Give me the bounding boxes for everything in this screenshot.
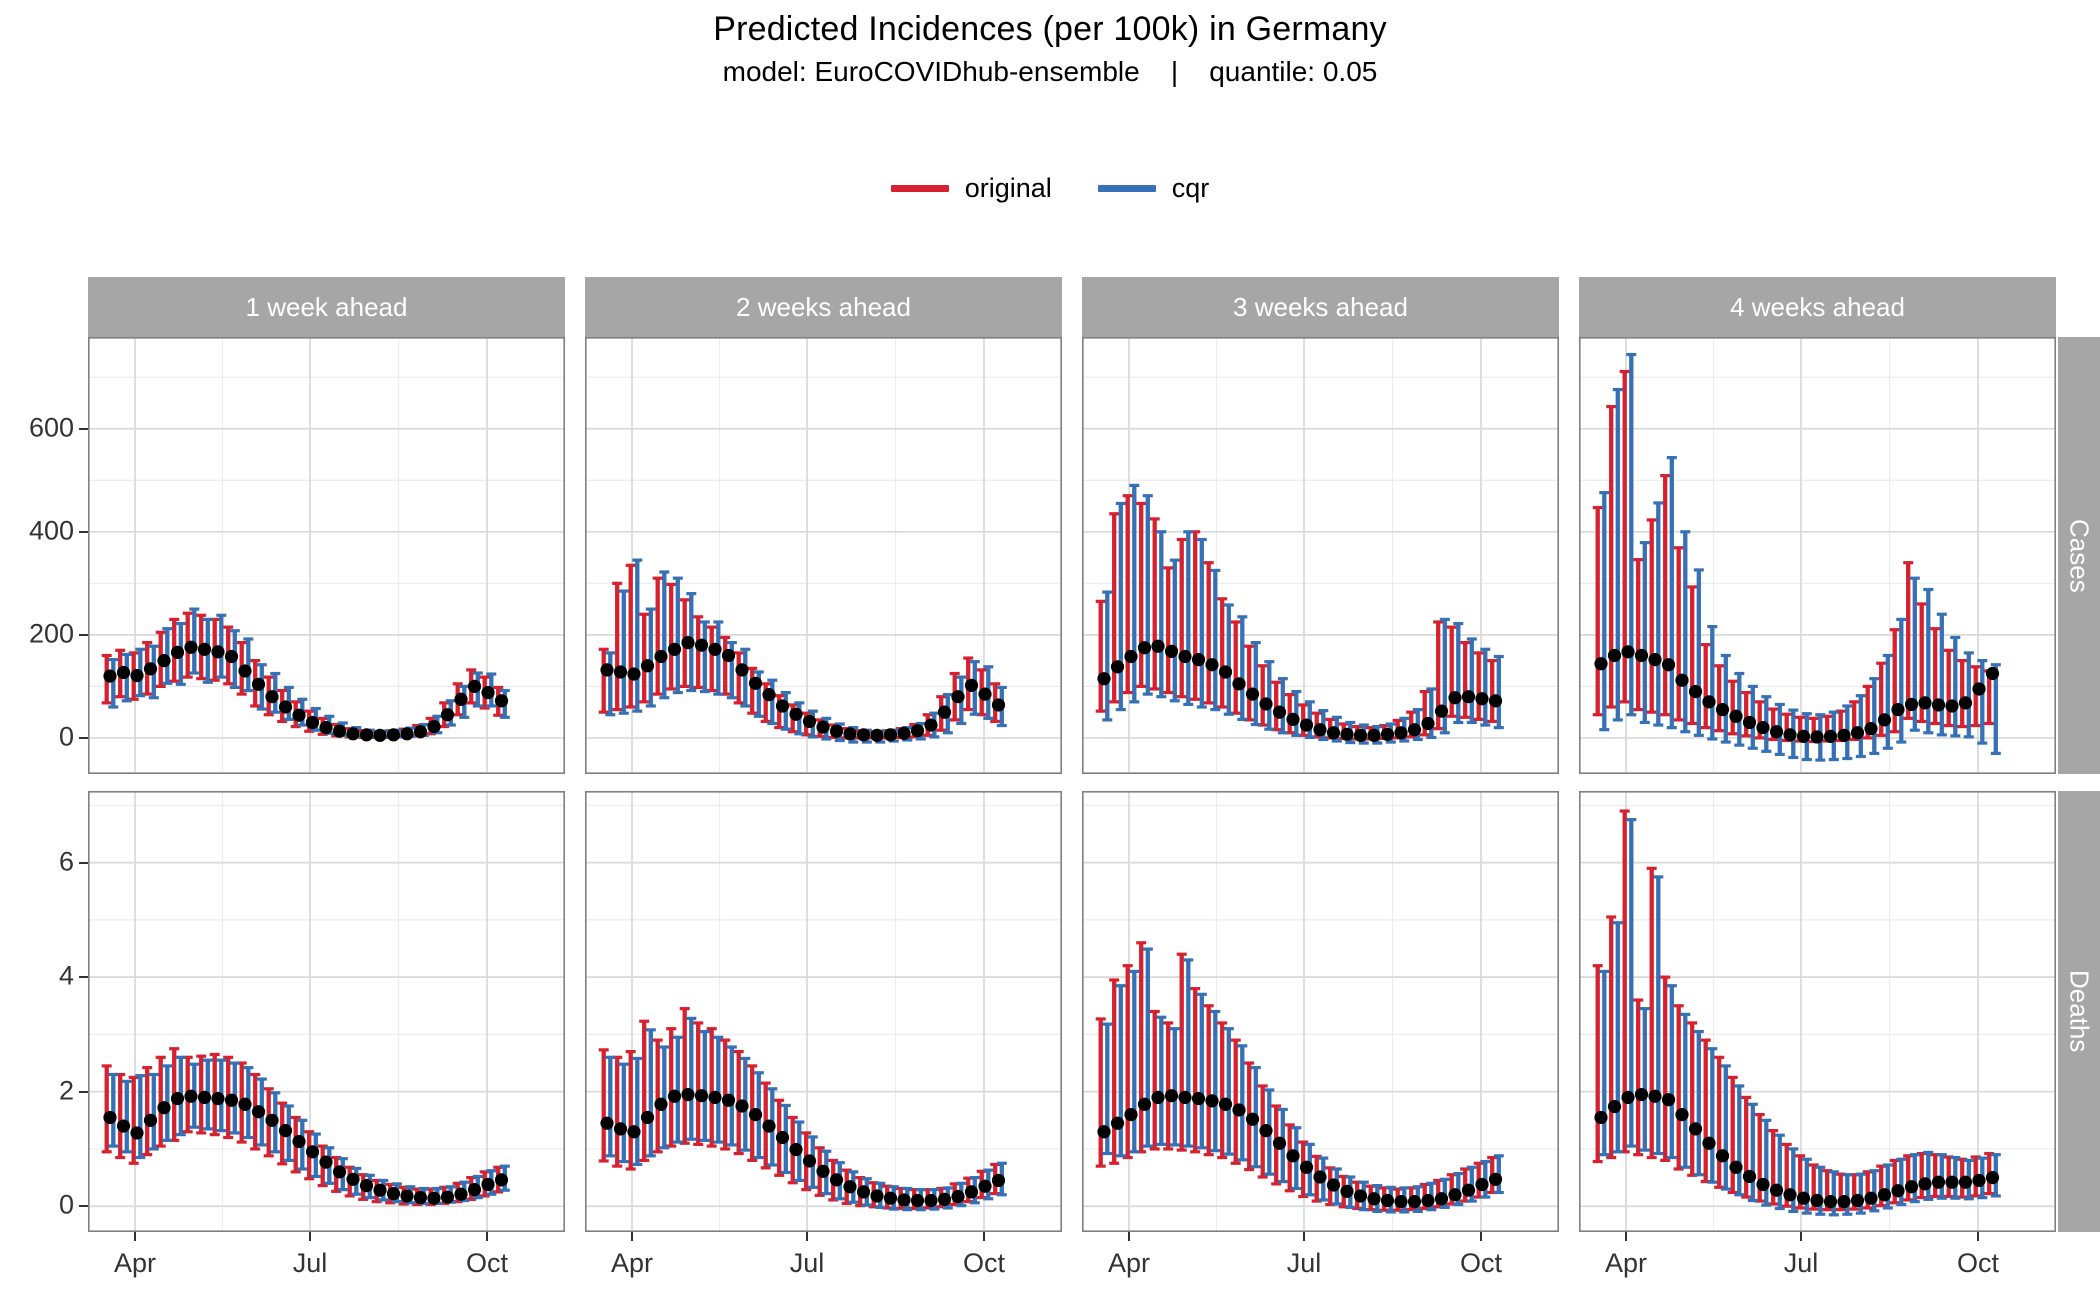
panel-cases-1w xyxy=(88,337,565,774)
median-points xyxy=(1594,645,2000,744)
chart-title: Predicted Incidences (per 100k) in Germa… xyxy=(713,10,1387,48)
deaths-y-tick-label: 2 xyxy=(58,1074,74,1105)
facet-strip-3-weeks-ahead: 3 weeks ahead xyxy=(1082,277,1559,337)
median-points xyxy=(1594,1087,2000,1209)
panel-deaths-2w xyxy=(585,791,1062,1232)
legend: original cqr xyxy=(0,170,2100,206)
deaths-y-tick-label: 0 xyxy=(58,1189,74,1220)
x-tick xyxy=(133,1232,136,1241)
gridlines xyxy=(88,791,565,1232)
deaths-y-tick-label: 4 xyxy=(58,960,74,991)
cases-y-tick-label: 400 xyxy=(28,515,74,546)
errorbars-cqr xyxy=(1599,352,2001,762)
x-tick-label: Oct xyxy=(1459,1248,1503,1278)
x-tick xyxy=(1624,1232,1627,1241)
cases-y-tick xyxy=(79,427,88,430)
cases-y-tick xyxy=(79,736,88,739)
x-tick xyxy=(630,1232,633,1241)
x-tick xyxy=(983,1232,985,1241)
cqr-line-swatch-icon xyxy=(1097,184,1156,192)
facet-strip-2-weeks-ahead: 2 weeks ahead xyxy=(585,277,1062,337)
x-tick-label: Apr xyxy=(1107,1248,1150,1278)
x-tick-label: Jul xyxy=(1286,1248,1322,1278)
median-points xyxy=(103,640,509,742)
errorbars-cqr xyxy=(1599,818,2001,1217)
x-tick-label: Apr xyxy=(113,1248,156,1278)
x-tick xyxy=(1127,1232,1130,1241)
median-points xyxy=(1097,639,1503,742)
x-tick-label: Oct xyxy=(962,1248,1006,1278)
panel-cases-3w xyxy=(1082,337,1559,774)
legend-label-original: original xyxy=(964,172,1052,203)
facet-strip-4-weeks-ahead: 4 weeks ahead xyxy=(1579,277,2056,337)
median-points xyxy=(600,1087,1006,1208)
x-tick xyxy=(308,1232,311,1241)
cases-y-tick xyxy=(79,633,88,636)
deaths-y-tick xyxy=(79,1205,88,1208)
legend-item-original: original xyxy=(890,172,1052,204)
x-tick xyxy=(1799,1232,1802,1241)
deaths-y-tick-label: 6 xyxy=(58,845,74,876)
original-line-swatch-icon xyxy=(890,184,949,192)
cases-y-tick-label: 0 xyxy=(58,721,74,752)
x-tick xyxy=(805,1232,808,1241)
x-tick-label: Jul xyxy=(789,1248,825,1278)
x-tick-label: Oct xyxy=(1956,1248,2000,1278)
panel-deaths-4w xyxy=(1579,791,2056,1232)
x-tick-label: Jul xyxy=(292,1248,328,1278)
median-points xyxy=(1097,1089,1503,1209)
x-tick xyxy=(1480,1232,1482,1241)
errorbars-cqr xyxy=(1102,483,1504,745)
chart-subtitle: model: EuroCOVIDhub-ensemble | quantile:… xyxy=(722,56,1378,87)
x-tick-label: Oct xyxy=(465,1248,509,1278)
x-tick xyxy=(1302,1232,1305,1241)
legend-item-cqr: cqr xyxy=(1097,172,1210,204)
median-points xyxy=(103,1089,509,1205)
panel-cases-2w xyxy=(585,337,1062,774)
x-tick-label: Apr xyxy=(1604,1248,1647,1278)
median-points xyxy=(600,635,1006,742)
errorbars-original xyxy=(1592,809,1995,1212)
cases-y-tick-label: 600 xyxy=(28,411,74,442)
panel-deaths-3w xyxy=(1082,791,1559,1232)
panel-cases-4w xyxy=(1579,337,2056,774)
legend-label-cqr: cqr xyxy=(1171,172,1210,203)
deaths-y-tick xyxy=(79,861,88,864)
deaths-y-tick xyxy=(79,1090,88,1093)
x-tick xyxy=(1977,1232,1979,1241)
x-tick-label: Jul xyxy=(1783,1248,1819,1278)
x-tick-label: Apr xyxy=(610,1248,653,1278)
panel-deaths-1w xyxy=(88,791,565,1232)
x-tick xyxy=(486,1232,488,1241)
facet-strip-cases: Cases xyxy=(2058,337,2100,774)
cases-y-tick-label: 200 xyxy=(28,618,74,649)
deaths-y-tick xyxy=(79,976,88,979)
facet-strip-1-week-ahead: 1 week ahead xyxy=(88,277,565,337)
facet-strip-deaths: Deaths xyxy=(2058,791,2100,1232)
cases-y-tick xyxy=(79,530,88,533)
